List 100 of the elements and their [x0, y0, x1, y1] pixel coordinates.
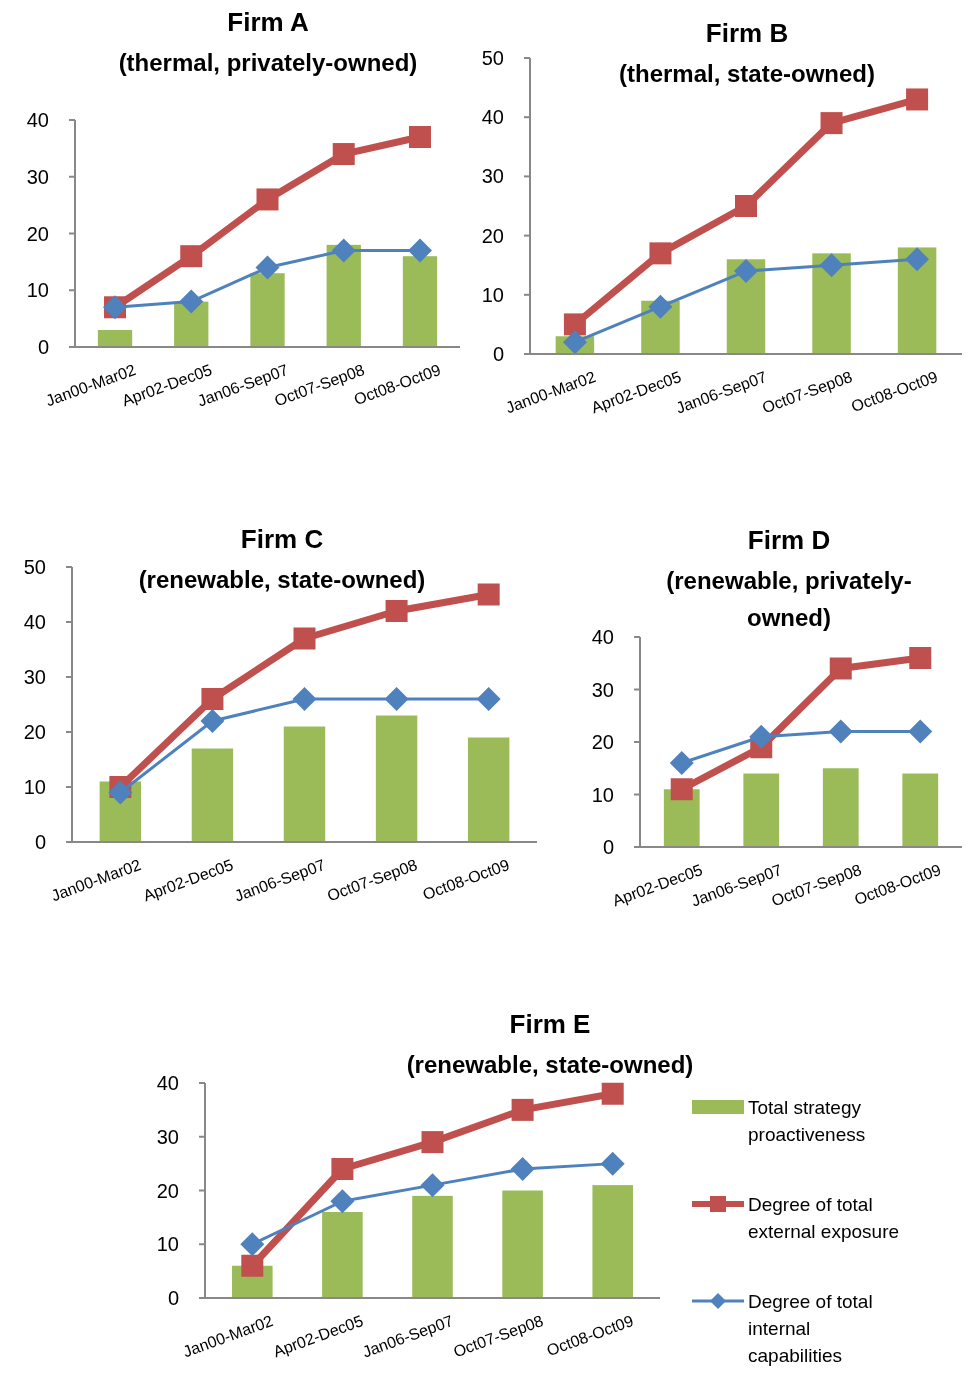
point [241, 1254, 264, 1277]
bar [743, 773, 780, 847]
legend-label: Total strategy proactiveness [748, 1096, 866, 1145]
y-tick-label: 30 [26, 165, 49, 188]
point [600, 1151, 625, 1176]
y-tick-label: 0 [492, 343, 504, 365]
y-tick-label: 50 [23, 556, 46, 578]
y-tick-label: 10 [591, 783, 614, 806]
bar [592, 1185, 633, 1298]
point [293, 627, 316, 650]
y-tick-label: 20 [481, 224, 504, 247]
y-tick-label: 30 [481, 165, 504, 188]
point [670, 778, 693, 801]
point [829, 657, 852, 680]
point [828, 719, 853, 744]
y-tick-label: 0 [34, 831, 46, 853]
bar [283, 726, 326, 842]
point [331, 238, 356, 263]
point [906, 88, 929, 111]
bar [812, 253, 851, 354]
bar [502, 1190, 543, 1298]
point [180, 245, 203, 268]
y-tick-label: 20 [26, 222, 49, 245]
y-tick-label: 20 [591, 731, 614, 753]
bar [402, 256, 438, 347]
bar [322, 1212, 363, 1298]
point [735, 195, 757, 217]
chart-subtitle: (thermal, privately-owned) [118, 48, 418, 76]
point [819, 253, 844, 278]
chart-title: Firm B [705, 18, 789, 48]
point [601, 1082, 624, 1105]
y-tick-label: 30 [591, 678, 614, 701]
y-tick-label: 30 [23, 666, 46, 688]
point [905, 247, 930, 272]
chart-title: Firm E [509, 1009, 591, 1039]
point [511, 1098, 534, 1121]
point [476, 687, 501, 711]
bar [97, 329, 133, 347]
point [385, 600, 408, 622]
point [256, 188, 279, 211]
y-tick-label: 40 [26, 109, 49, 131]
chart-title: Firm D [747, 525, 831, 555]
bar [902, 773, 939, 847]
point [477, 583, 500, 606]
point [407, 238, 432, 263]
point [292, 687, 317, 711]
point [648, 294, 673, 319]
y-tick-label: 0 [602, 836, 614, 858]
legend-label: Degree of total external exposure [748, 1193, 900, 1242]
point [255, 255, 280, 280]
bar [191, 748, 234, 842]
point [421, 1131, 444, 1154]
y-tick-label: 40 [481, 106, 504, 129]
y-tick-label: 10 [156, 1233, 179, 1256]
point [408, 126, 431, 149]
point [510, 1157, 535, 1181]
y-tick-label: 50 [481, 47, 504, 69]
point [649, 242, 672, 265]
bar [326, 244, 361, 347]
bar [822, 768, 859, 847]
point [734, 259, 758, 284]
y-tick-label: 40 [23, 611, 46, 633]
y-tick-label: 0 [167, 1287, 179, 1309]
chart-subtitle: (thermal, state-owned) [618, 59, 876, 87]
bar [467, 737, 510, 842]
chart-title: Firm C [240, 524, 324, 554]
bar [250, 273, 285, 347]
y-tick-label: 10 [23, 776, 46, 798]
chart-title: Firm A [227, 7, 309, 37]
y-tick-label: 10 [481, 283, 504, 306]
point [749, 724, 774, 749]
bar [897, 247, 937, 354]
point [908, 719, 933, 744]
legend-label: Degree of total internal capabilities [748, 1290, 873, 1366]
point [563, 313, 586, 336]
y-tick-label: 30 [156, 1125, 179, 1148]
point [420, 1173, 445, 1198]
point [200, 709, 225, 733]
point [909, 647, 932, 669]
y-tick-label: 20 [156, 1179, 179, 1202]
y-tick-label: 0 [37, 336, 49, 358]
y-tick-label: 40 [156, 1072, 179, 1094]
point [332, 143, 355, 166]
bar [726, 259, 766, 354]
bar [375, 715, 418, 842]
point [384, 687, 409, 711]
point [179, 289, 204, 314]
point [331, 1158, 354, 1180]
chart-subtitle: (renewable, privately-owned) [666, 566, 912, 631]
y-tick-label: 40 [591, 626, 614, 648]
point [669, 751, 694, 775]
point [201, 688, 224, 710]
point [820, 112, 843, 135]
point [240, 1232, 265, 1257]
chart-subtitle: (renewable, state-owned) [138, 565, 426, 593]
chart-subtitle: (renewable, state-owned) [406, 1050, 694, 1078]
bar [412, 1195, 453, 1299]
point [562, 330, 587, 355]
point [108, 780, 133, 805]
point [330, 1189, 355, 1214]
